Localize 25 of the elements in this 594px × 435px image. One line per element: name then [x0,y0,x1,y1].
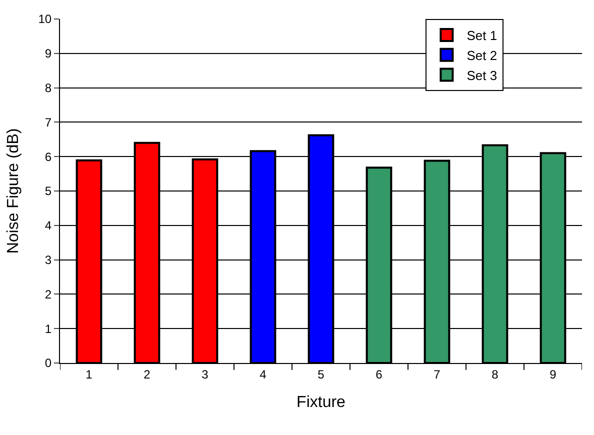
y-tick-label: 8 [44,81,52,95]
x-axis-title: Fixture [296,394,346,412]
y-axis-title: Noise Figure (dB) [5,128,22,254]
y-tick-label: 1 [44,322,52,336]
y-tick-label: 2 [44,287,52,302]
y-tick-label: 5 [44,184,52,198]
x-tick-label: 3 [202,367,209,382]
y-tick-label: 10 [38,12,52,26]
x-tick-label: 7 [434,367,441,382]
y-tick-label: 7 [44,115,52,130]
x-tick-label: 1 [86,367,93,382]
x-tick-label: 6 [376,367,383,382]
legend-label: Set 3 [466,68,498,83]
x-tick-label: 8 [492,367,499,382]
y-tick-label: 9 [44,46,52,61]
x-tick-label: 2 [144,367,151,382]
x-tick-label: 9 [550,367,557,382]
legend-label: Set 2 [466,48,498,63]
x-tick-label: 5 [318,367,325,382]
x-tick-label: 4 [260,367,267,382]
y-tick-label: 3 [44,253,52,267]
y-tick-label: 6 [44,150,52,164]
legend-label: Set 1 [466,28,498,44]
y-tick-label: 4 [44,218,52,233]
y-tick-label: 0 [44,356,52,370]
